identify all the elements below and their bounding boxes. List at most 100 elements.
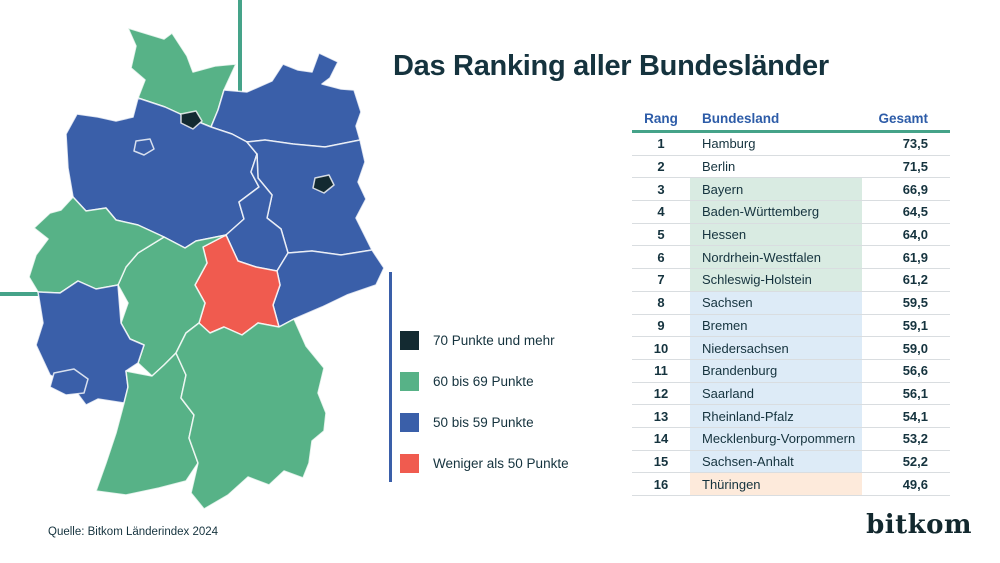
table-row: 2 Berlin 71,5 [632, 156, 950, 179]
score-cell: 54,1 [902, 408, 928, 424]
state-cell: Bremen [690, 314, 862, 337]
ranking-table-body: 1 Hamburg 73,5 2 Berlin 71,5 3 Bayern 66… [632, 133, 950, 496]
score-cell: 56,1 [902, 385, 928, 401]
connector-line-top [238, 0, 242, 102]
germany-map-svg [28, 27, 385, 510]
table-row: 5 Hessen 64,0 [632, 223, 950, 247]
connector-line-left [0, 292, 38, 296]
score-cell: 59,0 [902, 340, 928, 356]
legend-item: 70 Punkte und mehr [400, 331, 569, 350]
table-row: 13 Rheinland-Pfalz 54,1 [632, 405, 950, 428]
map-state-baden-wuerttemberg [95, 352, 199, 496]
table-row: 16 Thüringen 49,6 [632, 473, 950, 496]
rank-cell: 2 [657, 159, 665, 175]
map-state-bremen [133, 138, 155, 156]
ranking-table-header: Rang Bundesland Gesamt [632, 106, 950, 130]
score-cell: 49,6 [902, 476, 928, 492]
score-cell: 53,2 [902, 431, 928, 447]
state-cell: Schleswig-Holstein [690, 269, 862, 291]
map-state-bayern [175, 318, 327, 510]
state-cell: Nordrhein-Westfalen [690, 246, 862, 269]
map-state-hamburg [180, 110, 203, 130]
map-state-berlin [312, 174, 335, 194]
legend-label: 70 Punkte und mehr [433, 333, 555, 348]
table-header-rule [632, 130, 950, 133]
table-row: 15 Sachsen-Anhalt 52,2 [632, 450, 950, 474]
column-header-rank: Rang [644, 110, 678, 126]
table-row: 12 Saarland 56,1 [632, 382, 950, 406]
table-row: 7 Schleswig-Holstein 61,2 [632, 269, 950, 292]
score-cell: 59,1 [902, 317, 928, 333]
state-cell: Sachsen-Anhalt [690, 450, 862, 473]
table-row: 6 Nordrhein-Westfalen 61,9 [632, 246, 950, 270]
map-state-saarland [49, 368, 89, 396]
score-cell: 73,5 [902, 136, 928, 152]
state-cell: Brandenburg [690, 359, 862, 382]
table-row: 9 Bremen 59,1 [632, 314, 950, 338]
legend-item: 50 bis 59 Punkte [400, 413, 569, 432]
state-cell: Mecklenburg-Vorpommern [690, 427, 862, 450]
score-cell: 66,9 [902, 181, 928, 197]
table-row: 4 Baden-Württemberg 64,5 [632, 201, 950, 224]
legend-color-swatch [400, 413, 419, 432]
legend-item: Weniger als 50 Punkte [400, 454, 569, 473]
rank-cell: 6 [657, 249, 665, 265]
rank-cell: 9 [657, 317, 665, 333]
state-cell: Bayern [690, 178, 862, 201]
state-cell: Niedersachsen [690, 337, 862, 359]
score-cell: 64,0 [902, 227, 928, 243]
legend-color-swatch [400, 454, 419, 473]
score-cell: 61,2 [902, 272, 928, 288]
rank-cell: 7 [657, 272, 665, 288]
score-cell: 64,5 [902, 204, 928, 220]
rank-cell: 15 [653, 453, 669, 469]
map-legend: 70 Punkte und mehr 60 bis 69 Punkte 50 b… [400, 331, 569, 495]
legend-label: 60 bis 69 Punkte [433, 374, 534, 389]
germany-choropleth-map [25, 22, 395, 512]
ranking-table: Rang Bundesland Gesamt 1 Hamburg 73,5 2 … [632, 106, 950, 496]
table-row: 1 Hamburg 73,5 [632, 133, 950, 156]
table-row: 8 Sachsen 59,5 [632, 291, 950, 315]
column-header-state: Bundesland [702, 110, 780, 126]
state-cell: Hamburg [702, 136, 756, 152]
legend-label: 50 bis 59 Punkte [433, 415, 534, 430]
legend-color-swatch [400, 372, 419, 391]
bitkom-logo: bitkom [866, 510, 972, 540]
state-cell: Rheinland-Pfalz [690, 405, 862, 427]
rank-cell: 10 [653, 340, 669, 356]
connector-line-right [389, 272, 392, 482]
rank-cell: 3 [657, 181, 665, 197]
table-row: 3 Bayern 66,9 [632, 178, 950, 202]
state-cell: Baden-Württemberg [690, 201, 862, 223]
rank-cell: 1 [657, 136, 665, 152]
rank-cell: 13 [653, 408, 669, 424]
map-state-sachsen [272, 249, 385, 328]
legend-label: Weniger als 50 Punkte [433, 456, 569, 471]
table-row: 14 Mecklenburg-Vorpommern 53,2 [632, 427, 950, 451]
state-cell: Sachsen [690, 291, 862, 314]
score-cell: 59,5 [902, 295, 928, 311]
column-header-total: Gesamt [878, 110, 928, 126]
rank-cell: 8 [657, 295, 665, 311]
score-cell: 52,2 [902, 453, 928, 469]
score-cell: 71,5 [902, 159, 928, 175]
state-cell: Berlin [702, 159, 736, 175]
state-cell: Saarland [690, 382, 862, 405]
rank-cell: 4 [657, 204, 665, 220]
rank-cell: 5 [657, 227, 665, 243]
rank-cell: 11 [654, 363, 668, 379]
rank-cell: 12 [653, 385, 669, 401]
state-cell: Hessen [690, 223, 862, 246]
page-title: Das Ranking aller Bundesländer [393, 50, 829, 82]
legend-color-swatch [400, 331, 419, 350]
legend-item: 60 bis 69 Punkte [400, 372, 569, 391]
table-row: 11 Brandenburg 56,6 [632, 359, 950, 383]
state-cell: Thüringen [690, 473, 862, 495]
score-cell: 56,6 [902, 363, 928, 379]
score-cell: 61,9 [902, 249, 928, 265]
source-note: Quelle: Bitkom Länderindex 2024 [48, 526, 219, 538]
rank-cell: 14 [653, 431, 669, 447]
table-row: 10 Niedersachsen 59,0 [632, 337, 950, 360]
rank-cell: 16 [653, 476, 669, 492]
